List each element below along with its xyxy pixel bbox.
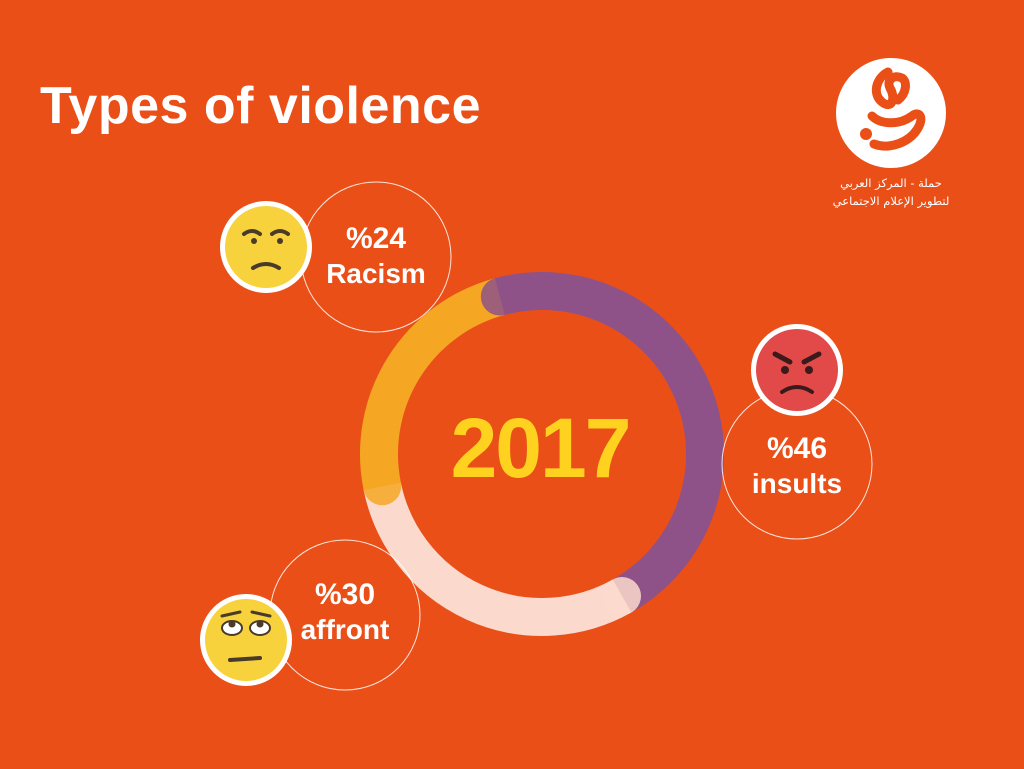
angry-face-icon [751, 324, 843, 416]
donut-joint-2 [363, 467, 402, 506]
logo-text-line2: لتطوير الإعلام الاجتماعي [832, 194, 950, 208]
logo-emblem [836, 58, 946, 168]
insults-label: insults [751, 468, 843, 499]
donut-joint-0 [480, 277, 519, 316]
insults-percent: %46 [766, 432, 828, 465]
affront-percent: %30 [314, 578, 376, 611]
affront-label: affront [300, 614, 390, 645]
eye-roll-face-icon [200, 594, 292, 686]
donut-ring [360, 272, 724, 636]
center-year-label: 2017 [450, 401, 632, 495]
donut-slice-affront [363, 482, 632, 636]
page-title: Types of violence [40, 77, 482, 135]
racism-label: Racism [326, 258, 426, 289]
racism-bubble [300, 181, 452, 333]
racism-percent: %24 [345, 222, 407, 255]
donut-slice-insults [494, 272, 724, 613]
donut-slice-racism [360, 278, 506, 490]
donut-joint-1 [603, 577, 642, 616]
logo-text-line1: حملة - المركز العربي [840, 176, 942, 190]
organization-logo: حملة - المركز العربي لتطوير الإعلام الاج… [826, 58, 956, 218]
unamused-face-icon [220, 201, 312, 293]
